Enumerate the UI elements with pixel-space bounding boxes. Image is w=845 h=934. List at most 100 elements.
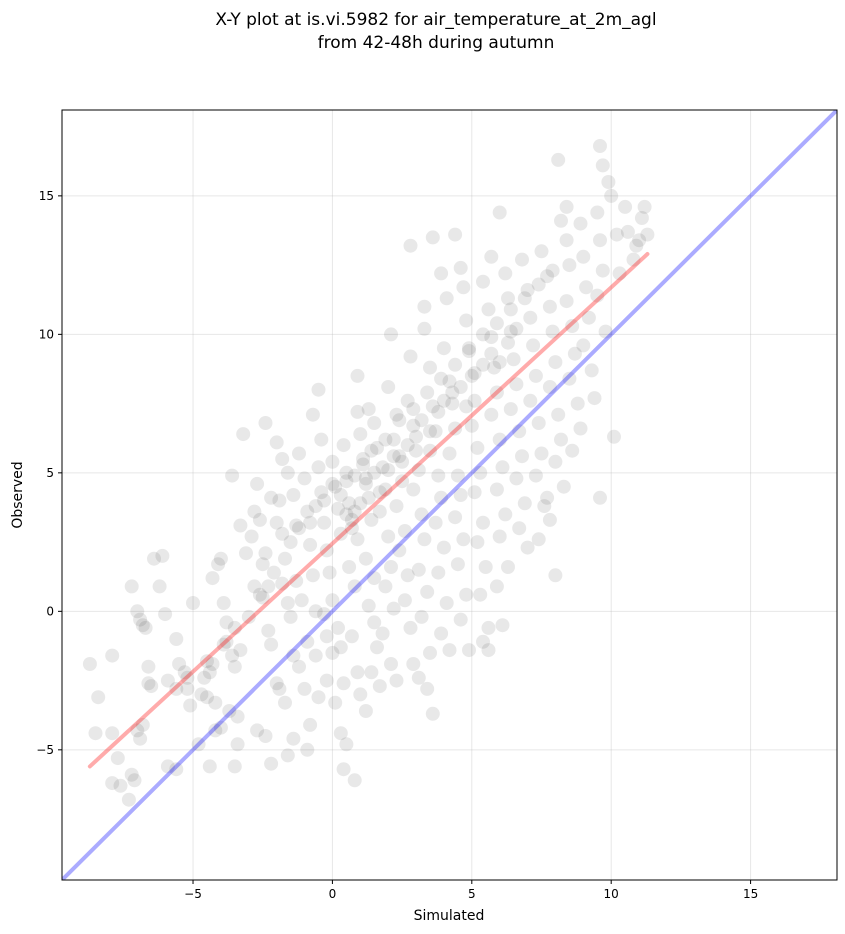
scatter-point	[489, 316, 504, 331]
scatter-point	[439, 291, 454, 306]
scatter-point	[269, 515, 284, 530]
identity-line	[62, 110, 837, 880]
scatter-point	[436, 540, 451, 555]
scatter-point	[629, 238, 644, 253]
scatter-point	[88, 726, 103, 741]
scatter-point	[384, 657, 398, 671]
scatter-point	[322, 565, 337, 580]
scatter-point	[604, 188, 619, 203]
scatter-point	[593, 490, 607, 505]
scatter-point	[509, 321, 524, 336]
scatter-point	[278, 695, 292, 710]
scatter-point	[105, 648, 120, 663]
scatter-point	[392, 449, 407, 464]
scatter-point	[294, 593, 309, 608]
scatter-point	[219, 615, 234, 630]
scatter-point	[339, 737, 354, 752]
scatter-point	[264, 490, 279, 505]
scatter-point	[473, 465, 488, 480]
scatter-point	[609, 227, 624, 242]
scatter-point	[292, 521, 306, 536]
scatter-point	[152, 579, 167, 594]
scatter-point	[347, 579, 362, 594]
scatter-point	[381, 463, 396, 478]
scatter-point	[556, 479, 571, 494]
scatter-point	[567, 346, 582, 361]
scatter-point	[364, 443, 379, 458]
scatter-point	[417, 532, 432, 547]
scatter-point	[110, 751, 125, 766]
scatter-point	[370, 640, 384, 655]
scatter-point	[130, 604, 145, 619]
scatter-point	[397, 524, 412, 538]
scatter-point	[314, 485, 329, 500]
scatter-point	[559, 233, 574, 248]
scatter-point	[476, 634, 490, 649]
scatter-point	[356, 457, 371, 472]
scatter-point	[389, 673, 404, 688]
scatter-point	[314, 432, 329, 447]
scatter-point	[269, 435, 284, 450]
scatter-point	[378, 579, 393, 594]
scatter-point	[467, 485, 482, 500]
scatter-point	[297, 471, 312, 486]
scatter-point	[305, 568, 320, 583]
scatter-point	[425, 706, 440, 721]
scatter-point	[551, 152, 566, 167]
scatter-point	[269, 676, 284, 691]
x-tick-label: 10	[604, 887, 619, 901]
scatter-point	[333, 640, 348, 655]
scatter-point	[481, 620, 496, 635]
scatter-point	[358, 471, 373, 486]
scatter-point	[470, 440, 485, 455]
scatter-point	[481, 643, 496, 658]
scatter-point	[333, 526, 348, 541]
scatter-point	[311, 382, 326, 397]
scatter-point	[448, 227, 463, 242]
scatter-point	[428, 515, 443, 530]
scatter-point	[467, 393, 482, 408]
scatter-point	[459, 399, 474, 414]
scatter-point	[439, 596, 454, 610]
scatter-point	[478, 560, 493, 574]
scatter-point	[227, 620, 242, 635]
scatter-point	[431, 565, 446, 580]
scatter-point	[562, 371, 577, 386]
scatter-point	[339, 507, 354, 522]
scatter-point	[275, 452, 290, 466]
scatter-point	[336, 676, 351, 691]
scatter-point	[230, 737, 245, 752]
scatter-point	[545, 263, 560, 278]
scatter-point	[286, 648, 301, 663]
scatter-point	[495, 460, 510, 475]
scatter-point	[113, 778, 128, 793]
scatter-point	[434, 266, 449, 281]
scatter-point	[406, 402, 421, 417]
scatter-point	[239, 546, 253, 561]
scatter-point	[244, 529, 259, 544]
scatter-point	[517, 291, 532, 306]
scatter-point	[300, 634, 315, 649]
scatter-point	[607, 429, 621, 444]
scatter-point	[372, 504, 387, 519]
scatter-point	[489, 482, 504, 497]
scatter-point	[264, 756, 279, 771]
scatter-point	[531, 416, 546, 430]
scatter-point	[464, 368, 479, 383]
scatter-point	[364, 665, 379, 680]
scatter-point	[487, 360, 502, 375]
scatter-point	[275, 576, 290, 591]
scatter-point	[183, 698, 198, 713]
x-tick-label: −5	[184, 887, 202, 901]
scatter-point	[138, 620, 153, 635]
scatter-point	[344, 512, 359, 527]
scatter-point	[289, 573, 304, 588]
scatter-point	[230, 709, 245, 724]
scatter-point	[531, 532, 546, 547]
scatter-point	[411, 562, 426, 577]
scatter-point	[481, 302, 496, 317]
scatter-point	[169, 632, 184, 646]
scatter-point	[247, 579, 262, 594]
scatter-point	[191, 737, 206, 752]
scatter-point	[476, 327, 490, 342]
